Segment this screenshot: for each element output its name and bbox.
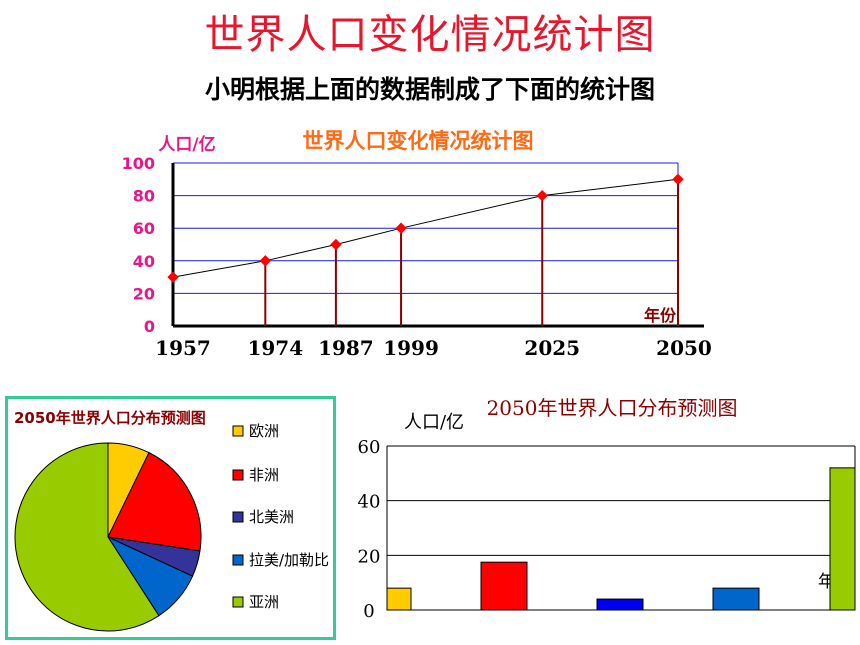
line-data-point bbox=[672, 173, 684, 185]
line-ytick-label: 100 bbox=[122, 154, 155, 173]
pie-slice bbox=[107, 451, 202, 552]
line-chart-ylabel: 人口/亿 bbox=[158, 134, 215, 155]
pie-legend-swatch bbox=[232, 554, 244, 566]
pie-slice bbox=[14, 442, 160, 632]
bar-rect bbox=[386, 587, 412, 611]
line-xtick-label: 2025 bbox=[524, 336, 580, 360]
line-data-point bbox=[330, 238, 342, 251]
bar-rect bbox=[480, 561, 528, 611]
line-ytick-label: 60 bbox=[133, 219, 155, 238]
line-ytick-label: 80 bbox=[133, 187, 155, 206]
pie-legend-swatch bbox=[232, 425, 244, 437]
line-xtick-label: 2050 bbox=[656, 336, 712, 360]
bar-ytick-label: 60 bbox=[358, 437, 381, 458]
line-data-point bbox=[536, 189, 548, 202]
pie-legend-label: 亚洲 bbox=[249, 593, 279, 611]
line-ytick-label: 20 bbox=[133, 284, 155, 303]
pie-legend-swatch bbox=[232, 511, 244, 523]
page-subtitle: 小明根据上面的数据制成了下面的统计图 bbox=[204, 75, 655, 104]
pie-legend-label: 拉美/加勒比 bbox=[249, 551, 329, 569]
pie-chart-frame bbox=[5, 396, 336, 640]
line-chart-title: 世界人口变化情况统计图 bbox=[303, 129, 534, 153]
bar-rect bbox=[596, 598, 644, 611]
line-xtick-label: 1987 bbox=[318, 336, 374, 360]
line-xtick-label: 1999 bbox=[383, 336, 439, 360]
pie-legend-label-line: 拉美/加勒比 bbox=[249, 551, 329, 569]
bar-ytick-label: 0 bbox=[363, 601, 374, 622]
bar-chart-ylabel: 人口/亿 bbox=[404, 412, 464, 433]
pie-legend-label: 北美洲 bbox=[249, 508, 294, 526]
line-ytick-label: 0 bbox=[144, 317, 155, 336]
line-series bbox=[172, 178, 679, 278]
pie-legend-label: 欧洲 bbox=[249, 422, 279, 440]
line-data-point bbox=[259, 255, 271, 267]
bar-rect bbox=[829, 467, 856, 611]
pie-legend-swatch bbox=[232, 596, 244, 608]
pie-chart-title: 2050年世界人口分布预测图 bbox=[14, 409, 206, 427]
line-data-point bbox=[395, 222, 407, 234]
bar-ytick-label: 20 bbox=[358, 546, 381, 567]
bar-chart-title: 2050年世界人口分布预测图 bbox=[487, 396, 738, 420]
pie-legend-swatch bbox=[232, 469, 244, 481]
bar-ytick-label: 40 bbox=[358, 492, 381, 513]
page-title: 世界人口变化情况统计图 bbox=[204, 12, 656, 58]
line-data-point bbox=[167, 271, 179, 283]
line-xtick-label: 1957 bbox=[155, 336, 211, 360]
bar-rect bbox=[712, 587, 760, 611]
line-xtick-label: 1974 bbox=[247, 336, 303, 360]
line-chart-xlabel: 年份 bbox=[644, 306, 677, 325]
pie-legend-label: 非洲 bbox=[249, 466, 279, 484]
line-ytick-label: 40 bbox=[133, 252, 155, 271]
